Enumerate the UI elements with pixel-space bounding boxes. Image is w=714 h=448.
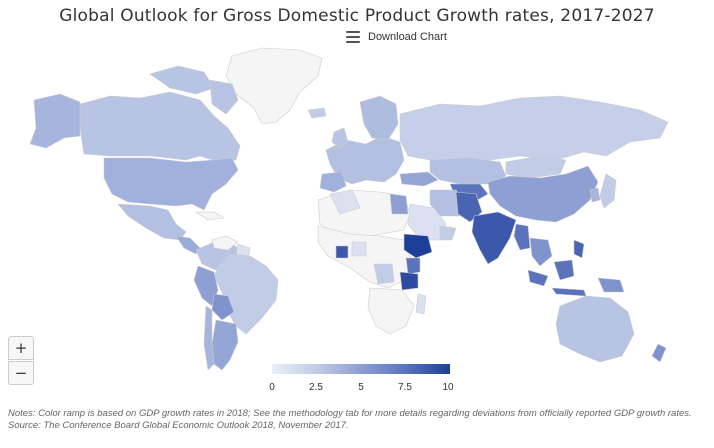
indonesia-borneo[interactable]	[553, 259, 575, 281]
source-text: Source: The Conference Board Global Econ…	[8, 420, 349, 431]
mongolia[interactable]	[505, 155, 567, 179]
nigeria[interactable]	[351, 241, 367, 257]
canada-arctic-islands[interactable]	[149, 65, 215, 95]
venezuela[interactable]	[211, 235, 239, 251]
legend-tick: 5	[358, 382, 364, 393]
russia[interactable]	[399, 95, 669, 163]
page-title: Global Outlook for Gross Domestic Produc…	[59, 6, 655, 26]
legend-tick: 0	[269, 382, 275, 393]
dr-congo[interactable]	[373, 263, 395, 285]
world-map[interactable]	[0, 44, 714, 374]
japan[interactable]	[599, 173, 617, 209]
west-central-africa[interactable]	[317, 225, 413, 289]
world-map-svg[interactable]	[0, 44, 714, 374]
australia[interactable]	[555, 295, 635, 363]
papua-new-guinea[interactable]	[597, 277, 625, 293]
alaska[interactable]	[29, 93, 81, 149]
legend-tick: 2.5	[309, 382, 323, 393]
greenland[interactable]	[225, 47, 323, 125]
egypt[interactable]	[389, 193, 409, 215]
download-chart-button[interactable]: Download Chart	[346, 28, 447, 46]
morocco-algeria[interactable]	[329, 189, 361, 215]
bolivia[interactable]	[211, 293, 235, 321]
iberia[interactable]	[319, 171, 347, 193]
notes-section: Notes: Color ramp is based on GDP growth…	[8, 408, 708, 432]
turkey[interactable]	[399, 171, 439, 187]
notes-text: Notes: Color ramp is based on GDP growth…	[8, 408, 692, 419]
korea[interactable]	[589, 187, 601, 203]
indonesia-java[interactable]	[551, 287, 587, 297]
chile[interactable]	[203, 305, 215, 371]
mexico[interactable]	[117, 203, 187, 241]
iceland[interactable]	[307, 107, 327, 119]
united-kingdom[interactable]	[331, 127, 349, 149]
united-states[interactable]	[103, 157, 239, 211]
color-legend: 0 2.5 5 7.5 10	[268, 364, 454, 394]
tanzania[interactable]	[399, 271, 419, 291]
southeast-asia[interactable]	[529, 237, 553, 267]
zoom-out-button[interactable]: −	[8, 361, 34, 385]
download-chart-label[interactable]: Download Chart	[368, 31, 447, 43]
cuba[interactable]	[195, 211, 225, 221]
legend-tick: 10	[442, 382, 454, 393]
yemen-oman[interactable]	[439, 225, 457, 241]
indonesia-sumatra[interactable]	[527, 269, 549, 287]
kenya[interactable]	[405, 257, 421, 275]
china[interactable]	[487, 165, 599, 223]
kazakhstan[interactable]	[429, 157, 507, 185]
argentina[interactable]	[211, 319, 239, 371]
canada-baffin-island[interactable]	[209, 79, 239, 115]
legend-gradient-bar	[272, 364, 450, 374]
ethiopia[interactable]	[403, 233, 433, 259]
zoom-in-button[interactable]: +	[8, 336, 34, 360]
new-zealand[interactable]	[651, 343, 667, 363]
philippines[interactable]	[573, 239, 585, 259]
madagascar[interactable]	[415, 293, 427, 315]
scandinavia[interactable]	[359, 95, 399, 141]
ivory-coast-ghana[interactable]	[335, 245, 349, 259]
canada[interactable]	[79, 91, 241, 163]
myanmar[interactable]	[513, 223, 531, 251]
india[interactable]	[471, 211, 517, 265]
hamburger-menu-icon[interactable]	[346, 31, 360, 43]
legend-tick: 7.5	[398, 382, 412, 393]
southern-africa[interactable]	[367, 287, 415, 335]
peru[interactable]	[193, 265, 219, 307]
